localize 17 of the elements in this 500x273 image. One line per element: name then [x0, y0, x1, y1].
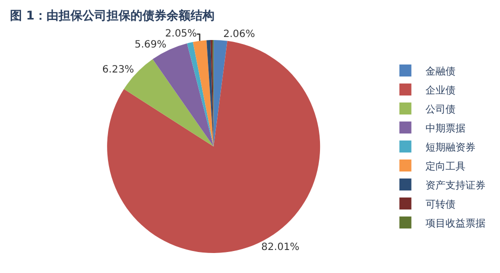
- legend-label: 资产支持证券: [425, 179, 486, 192]
- legend-label: 定向工具: [425, 160, 466, 172]
- legend-label: 中期票据: [425, 122, 466, 134]
- legend-label: 公司债: [425, 103, 456, 116]
- data-label: 6.23%: [102, 64, 134, 76]
- chart-title: 图 1：由担保公司担保的债券余额结构: [10, 8, 215, 22]
- data-label: 2.05%: [165, 28, 197, 40]
- legend-label: 短期融资券: [425, 141, 476, 154]
- pie-slice: [214, 40, 228, 146]
- legend-label: 企业债: [425, 84, 456, 96]
- legend-label: 可转债: [425, 198, 456, 210]
- data-label: 82.01%: [261, 242, 300, 254]
- pie-slice: [192, 40, 214, 146]
- legend-label: 金融债: [425, 65, 456, 78]
- data-label: 5.69%: [134, 40, 166, 51]
- data-label: 2.06%: [223, 29, 256, 40]
- legend-label: 项目收益票据: [425, 217, 486, 230]
